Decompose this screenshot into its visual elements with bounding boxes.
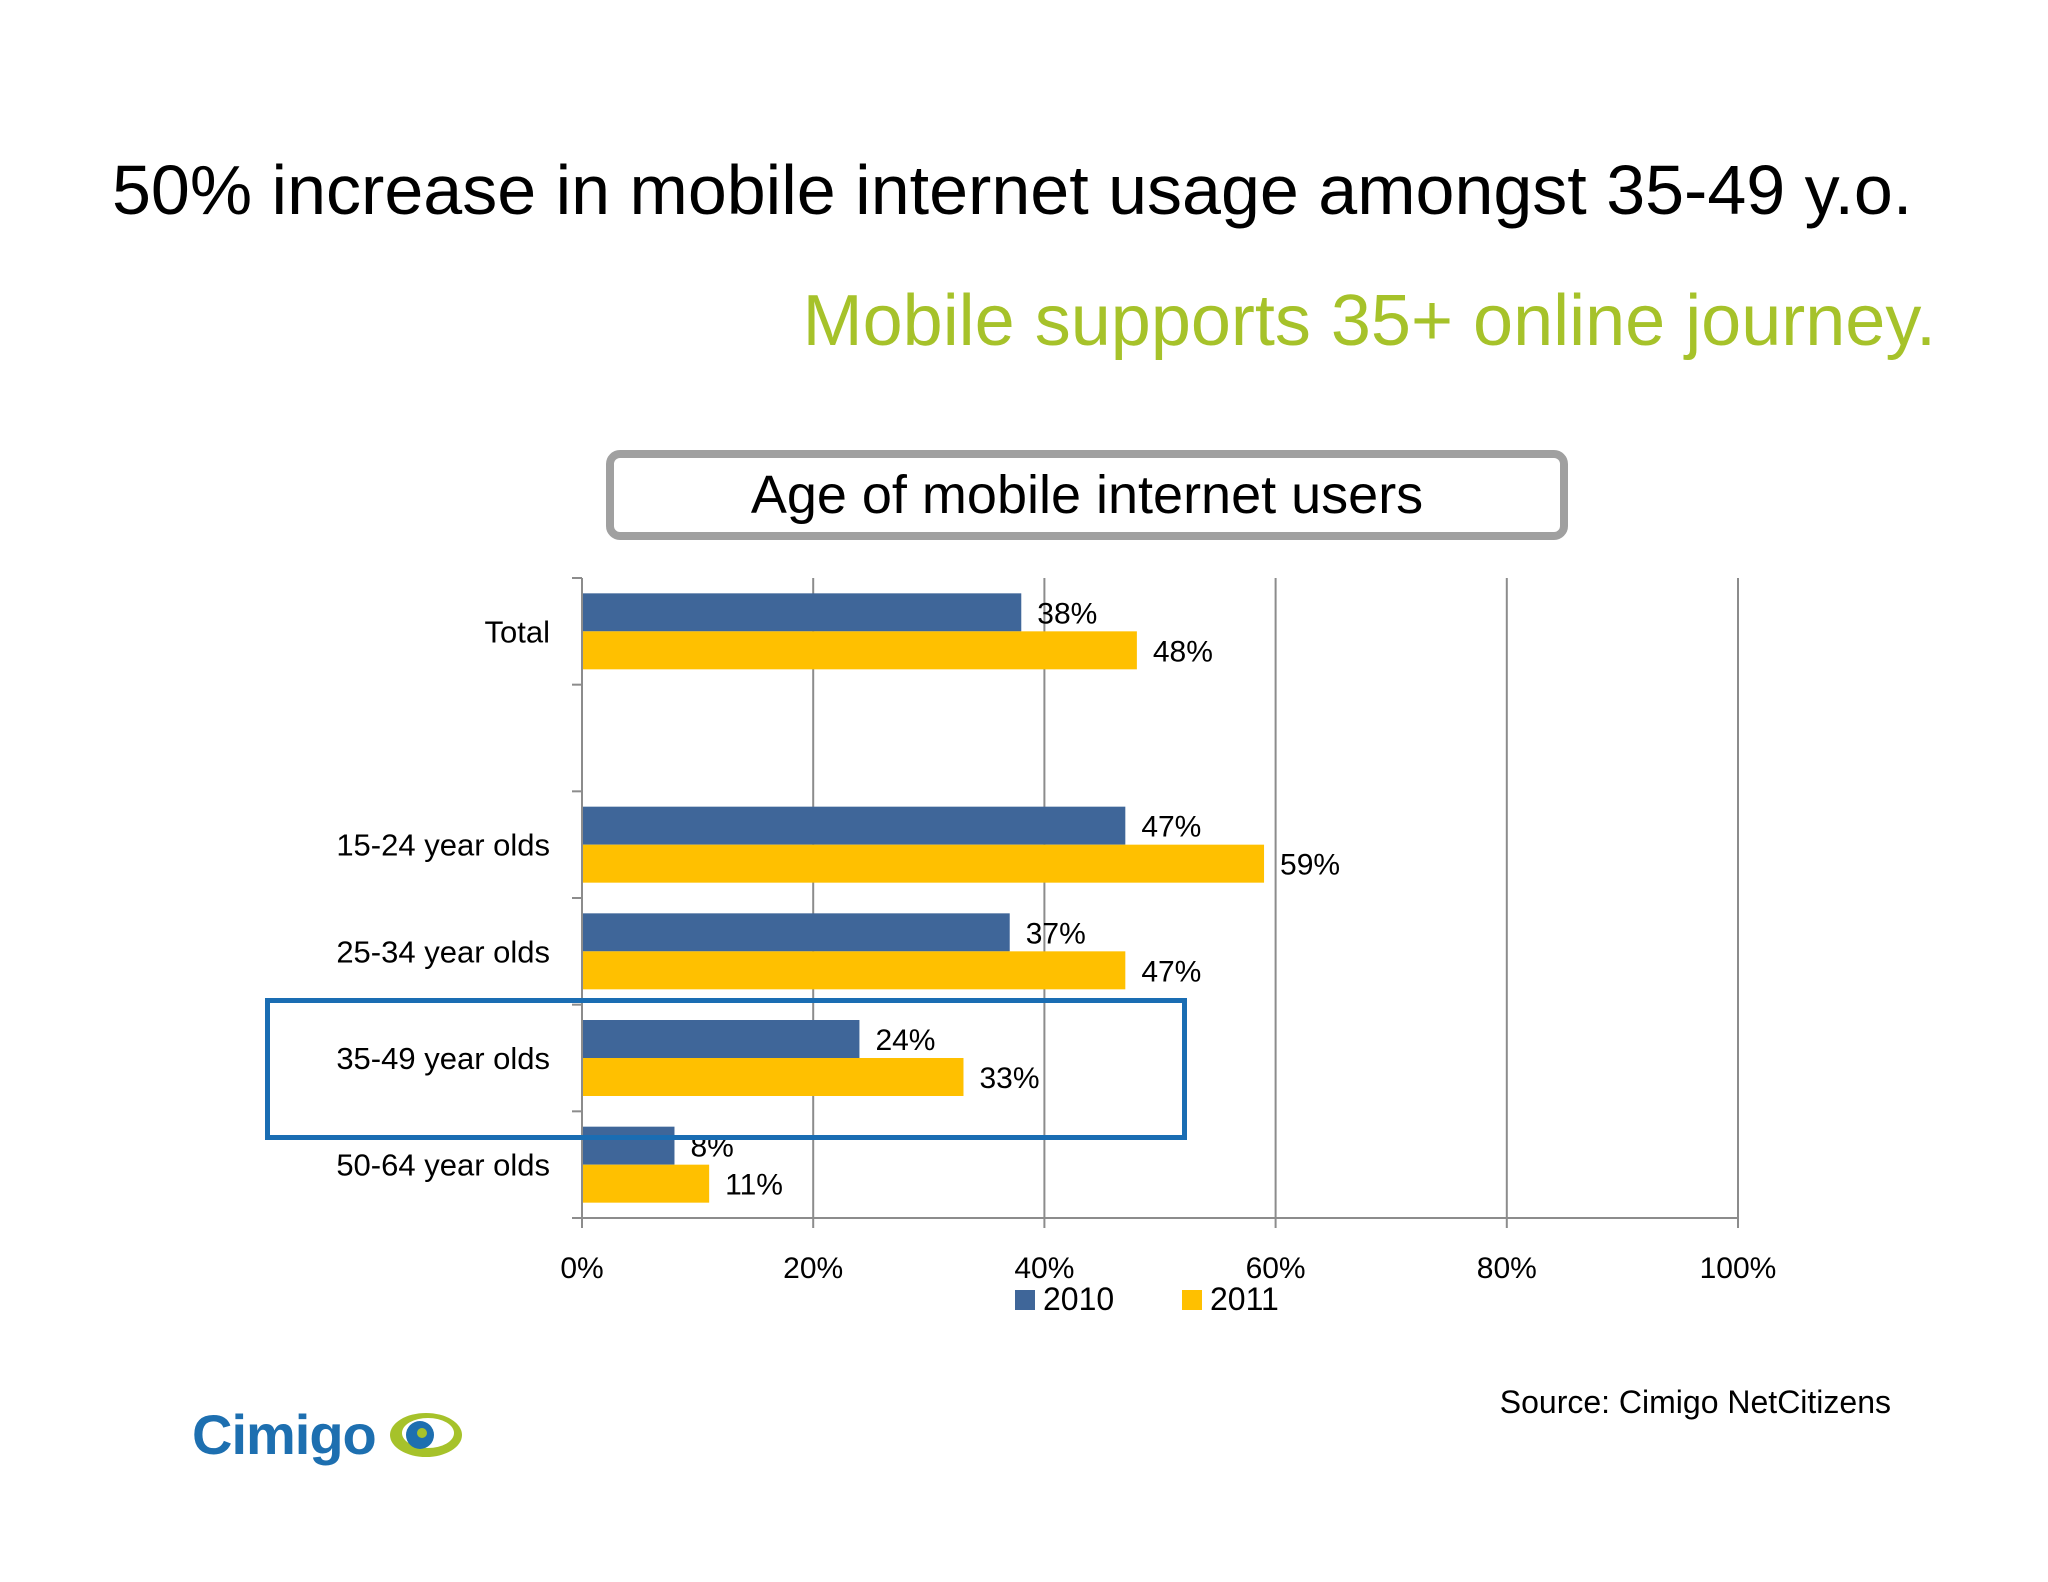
legend-label: 2010 xyxy=(1043,1281,1114,1317)
bar-2010 xyxy=(582,913,1010,952)
eye-icon xyxy=(389,1412,462,1457)
bar-2011 xyxy=(582,951,1126,990)
bar-2010 xyxy=(582,1126,675,1165)
data-label: 47% xyxy=(1141,955,1201,988)
category-label: 35-49 year olds xyxy=(336,1041,550,1076)
bar-2011 xyxy=(582,1164,710,1203)
bar-2011 xyxy=(582,844,1265,883)
bar-2011 xyxy=(582,1058,964,1096)
bar-2011 xyxy=(582,631,1137,670)
bar-2010 xyxy=(582,593,1022,632)
category-label: 15-24 year olds xyxy=(336,828,550,863)
bar-2010 xyxy=(582,1020,860,1058)
x-tick-label: 0% xyxy=(560,1252,603,1285)
data-label: 47% xyxy=(1141,811,1201,844)
chart-title: Age of mobile internet users xyxy=(606,450,1568,540)
category-label: 25-34 year olds xyxy=(336,934,550,969)
headline: 50% increase in mobile internet usage am… xyxy=(112,151,1913,229)
x-tick-label: 20% xyxy=(783,1252,843,1285)
highlight-box xyxy=(265,998,1187,1140)
data-label: 11% xyxy=(725,1169,783,1202)
data-label: 38% xyxy=(1037,597,1097,630)
data-label: 24% xyxy=(875,1024,935,1057)
legend-swatch-2011 xyxy=(1182,1290,1202,1310)
legend-swatch-2010 xyxy=(1015,1290,1035,1310)
data-label: 48% xyxy=(1153,635,1213,668)
bar-2010 xyxy=(582,806,1126,845)
data-label: 33% xyxy=(979,1062,1039,1095)
x-tick-label: 60% xyxy=(1246,1252,1306,1285)
data-label: 37% xyxy=(1026,917,1086,950)
logo-text: Cimigo xyxy=(192,1403,377,1466)
x-tick-label: 40% xyxy=(1014,1252,1074,1285)
category-label: 50-64 year olds xyxy=(336,1148,550,1183)
source-note: Source: Cimigo NetCitizens xyxy=(1499,1384,1891,1420)
category-label: Total xyxy=(485,614,550,649)
subhead: Mobile supports 35+ online journey. xyxy=(802,281,1936,361)
data-label: 59% xyxy=(1280,849,1340,882)
x-tick-label: 100% xyxy=(1700,1252,1777,1285)
legend-label: 2011 xyxy=(1210,1281,1279,1317)
cimigo-logo: Cimigo xyxy=(192,1402,466,1467)
x-tick-label: 80% xyxy=(1477,1252,1537,1285)
